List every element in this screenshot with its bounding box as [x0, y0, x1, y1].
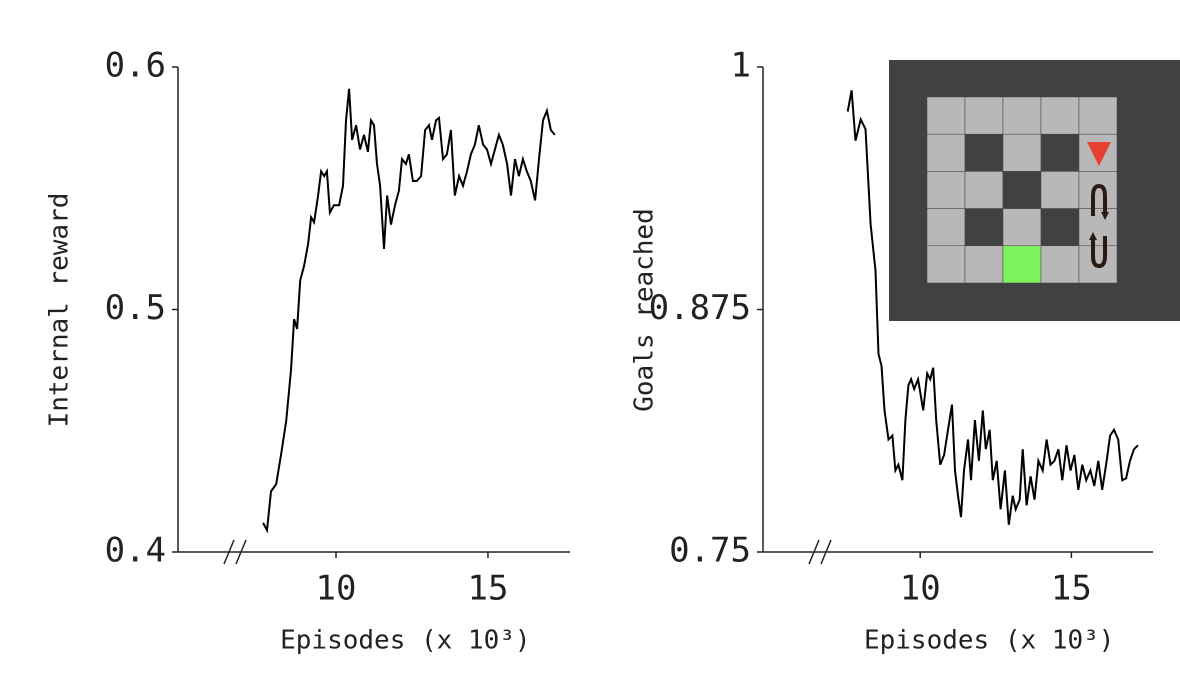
grid-cell [926, 96, 966, 135]
y-tick-label: 0.875 [649, 288, 751, 328]
grid-cell [1040, 133, 1080, 172]
grid-cell [926, 208, 966, 247]
x-axis-label: Episodes (x 10³) [864, 626, 1114, 656]
grid-cell [926, 133, 966, 172]
y-tick-label: 0.5 [105, 288, 166, 328]
loop-arrow-head [1089, 212, 1109, 240]
data-line [262, 88, 556, 534]
grid-cell [964, 171, 1004, 209]
grid-cell [1002, 133, 1042, 172]
grid-cell [1002, 208, 1042, 247]
grid-cell [1078, 171, 1118, 209]
grid-cell [1002, 245, 1042, 284]
grid-cell [1078, 245, 1118, 284]
agent [1087, 142, 1111, 166]
loop-arrow [1091, 183, 1107, 269]
data-line [846, 90, 1139, 525]
grid-cell [1040, 245, 1080, 284]
grid-cell [964, 96, 1004, 135]
grid-cell [964, 208, 1004, 247]
grid-cell [926, 171, 966, 209]
y-tick-label: 0.6 [105, 46, 166, 86]
y-tick-label: 0.4 [105, 531, 166, 571]
y-axis-label: Internal reward [45, 193, 75, 428]
grid-cell [1040, 208, 1080, 247]
grid-cell [1078, 208, 1118, 247]
grid-cell [926, 245, 966, 284]
grid-cell [1040, 171, 1080, 209]
grid-cell [1040, 96, 1080, 135]
y-tick-label: 0.75 [669, 531, 751, 571]
grid-cell [1002, 96, 1042, 135]
x-tick-label: 10 [900, 569, 941, 609]
x-tick-label: 15 [1051, 569, 1092, 609]
gridworld-inset [889, 60, 1180, 321]
grid-cell [1002, 171, 1042, 209]
y-tick-label: 1 [731, 46, 751, 86]
grid-cell [1078, 96, 1118, 135]
x-tick-label: 15 [467, 569, 508, 609]
y-axis-label: Goals reached [630, 208, 660, 412]
grid-cell [964, 133, 1004, 172]
x-axis-label: Episodes (x 10³) [280, 626, 530, 656]
grid-cell [964, 245, 1004, 284]
x-tick-label: 10 [316, 569, 357, 609]
